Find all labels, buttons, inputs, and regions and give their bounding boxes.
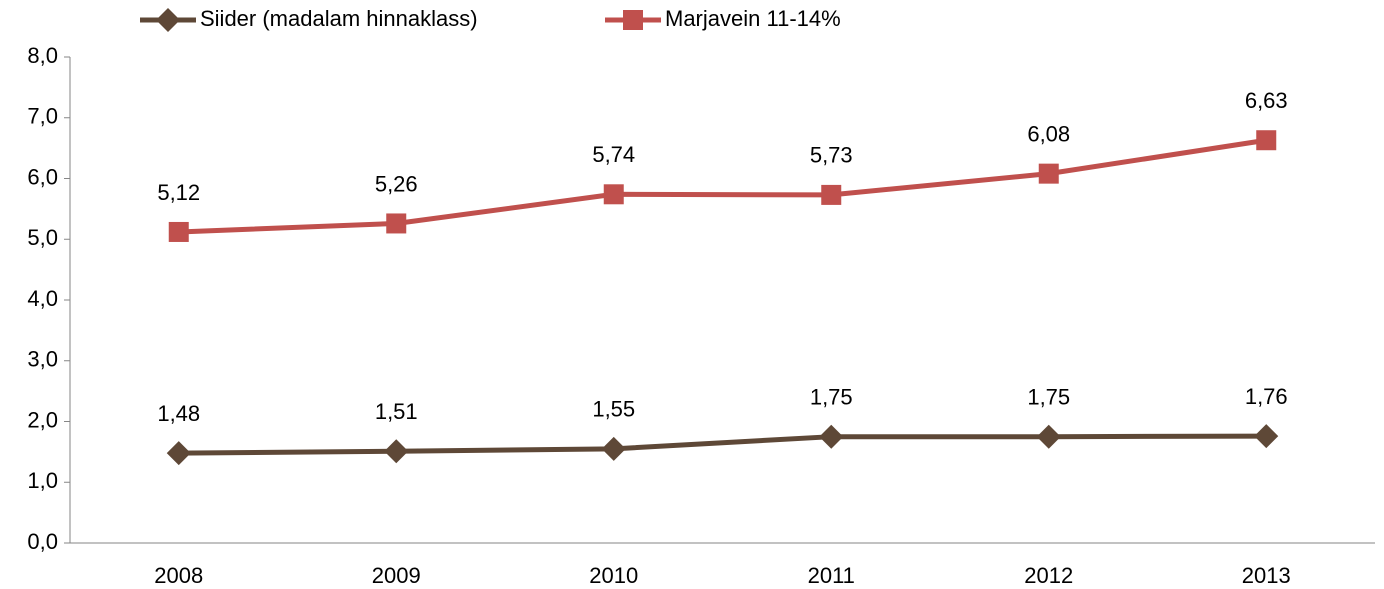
- legend-label: Marjavein 11-14%: [665, 6, 841, 31]
- x-tick-label: 2012: [1024, 563, 1073, 588]
- data-label: 1,48: [157, 401, 200, 426]
- y-tick-label: 7,0: [27, 104, 58, 129]
- marker: [386, 213, 407, 234]
- marker: [821, 184, 842, 205]
- marker: [623, 10, 643, 30]
- y-tick-label: 3,0: [27, 347, 58, 372]
- data-label: 1,76: [1245, 384, 1288, 409]
- legend-label: Siider (madalam hinnaklass): [200, 6, 478, 31]
- x-tick-label: 2013: [1242, 563, 1291, 588]
- y-tick-label: 4,0: [27, 286, 58, 311]
- data-label: 6,08: [1027, 121, 1070, 146]
- marker: [156, 8, 180, 32]
- marker: [603, 184, 624, 205]
- marker: [1254, 424, 1279, 449]
- data-label: 5,26: [375, 171, 418, 196]
- marker: [166, 441, 191, 466]
- marker: [1036, 424, 1061, 449]
- y-tick-label: 8,0: [27, 43, 58, 68]
- y-tick-label: 0,0: [27, 529, 58, 554]
- data-label: 5,12: [157, 180, 200, 205]
- data-label: 1,75: [810, 385, 853, 410]
- y-tick-label: 1,0: [27, 468, 58, 493]
- marker: [1256, 130, 1277, 151]
- x-tick-label: 2008: [154, 563, 203, 588]
- series-line: [178, 137, 1267, 235]
- series-line: [178, 433, 1267, 456]
- data-label: 1,55: [592, 397, 635, 422]
- y-tick-label: 6,0: [27, 164, 58, 189]
- marker: [819, 424, 844, 449]
- x-tick-label: 2011: [808, 563, 855, 588]
- marker: [168, 221, 189, 242]
- y-tick-label: 2,0: [27, 407, 58, 432]
- marker: [384, 439, 409, 464]
- data-label: 1,51: [375, 399, 418, 424]
- data-label: 6,63: [1245, 88, 1288, 113]
- x-tick-label: 2010: [589, 563, 638, 588]
- x-tick-label: 2009: [372, 563, 421, 588]
- data-label: 1,75: [1027, 385, 1070, 410]
- data-label: 5,73: [810, 143, 853, 168]
- y-tick-label: 5,0: [27, 225, 58, 250]
- marker: [601, 436, 626, 461]
- marker: [1038, 163, 1059, 184]
- data-label: 5,74: [592, 142, 635, 167]
